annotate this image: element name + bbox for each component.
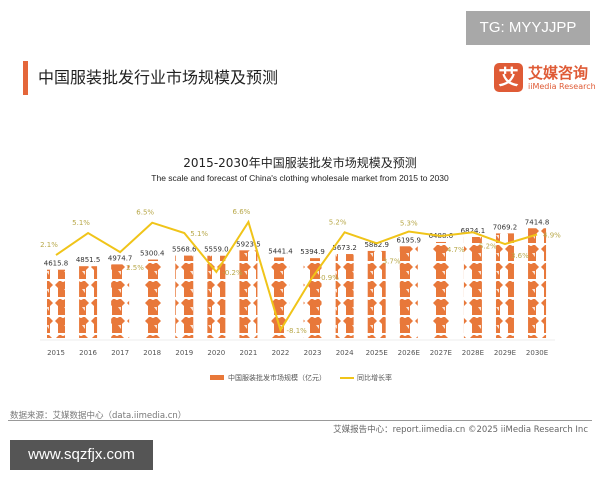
growth-label: 6.5%: [136, 209, 154, 217]
x-tick-label: 2017: [111, 349, 129, 357]
bar-value-label: 6824.1: [461, 227, 486, 235]
growth-label: 5.3%: [400, 220, 418, 228]
bar: [495, 233, 514, 338]
x-tick-label: 2023: [304, 349, 322, 357]
watermark-top: TG: MYYJJPP: [466, 11, 590, 45]
growth-line: [55, 219, 538, 333]
bar-value-label: 4615.8: [44, 260, 69, 268]
growth-label: 4.9%: [543, 231, 561, 239]
bar: [239, 250, 258, 338]
bar-value-label: 7069.2: [493, 223, 518, 231]
x-tick-label: 2027E: [430, 349, 452, 357]
bar: [175, 255, 194, 338]
bar: [528, 228, 547, 338]
growth-label: -0.2%: [222, 269, 243, 277]
growth-label: 6.6%: [233, 208, 251, 216]
bar: [463, 237, 482, 338]
legend-line-label: 同比增长率: [357, 373, 392, 382]
bar: [335, 254, 354, 338]
bar-value-label: 5300.4: [140, 250, 165, 258]
bar: [47, 269, 65, 338]
x-tick-label: 2024: [336, 349, 354, 357]
x-tick-label: 2026E: [398, 349, 420, 357]
growth-label: 5.1%: [72, 219, 90, 227]
growth-label: -8.1%: [286, 327, 307, 335]
bar-value-label: 5673.2: [332, 244, 357, 252]
logo-mark: 艾: [494, 63, 523, 92]
growth-label: 2.1%: [40, 241, 58, 249]
x-tick-label: 2028E: [462, 349, 484, 357]
logo-en: iiMedia Research: [528, 82, 596, 91]
legend-bar-label: 中国服装批发市场规模（亿元）: [228, 373, 326, 382]
x-tick-label: 2029E: [494, 349, 516, 357]
chart: 4615.8 4851.5 4974.7 5300.4 5568.6 5559.0 5923…: [40, 208, 561, 382]
divider: [8, 420, 592, 421]
bar-value-label: 5882.9: [364, 241, 389, 249]
chart-subtitle: The scale and forecast of China's clothi…: [151, 173, 449, 183]
bar-value-label: 6195.9: [397, 236, 422, 244]
title-accent-bar: [23, 61, 28, 95]
bar: [303, 258, 322, 338]
bar: [79, 266, 98, 338]
bar: [367, 250, 386, 338]
growth-label: -0.9%: [319, 274, 340, 282]
bar: [431, 241, 450, 338]
bar: [111, 264, 130, 338]
growth-label: 3.7%: [383, 257, 401, 265]
logo-cn: 艾媒咨询: [528, 64, 589, 82]
watermark-bottom: www.sqzfjx.com: [10, 440, 153, 470]
x-tick-label: 2018: [143, 349, 161, 357]
bar: [207, 255, 226, 338]
x-tick-label: 2016: [79, 349, 97, 357]
bar-value-label: 5923.5: [236, 240, 261, 248]
x-tick-label: 2015: [47, 349, 65, 357]
data-source: 数据来源：艾媒数据中心（data.iimedia.cn）: [10, 411, 187, 421]
growth-label: 5.1%: [190, 230, 208, 238]
x-tick-label: 2019: [175, 349, 193, 357]
page-title: 中国服装批发行业市场规模及预测: [38, 68, 279, 87]
bar-value-label: 7414.8: [525, 218, 550, 226]
bar-value-label: 4851.5: [76, 256, 101, 264]
x-tick-label: 2020: [207, 349, 225, 357]
growth-label: 5.2%: [329, 218, 347, 226]
legend-bar-swatch: [210, 375, 224, 380]
chart-title: 2015-2030年中国服装批发市场规模及预测: [183, 156, 417, 170]
bar: [143, 259, 162, 338]
growth-label: 2.5%: [126, 264, 144, 272]
bar-value-label: 5559.0: [204, 246, 229, 254]
bar-value-label: 5441.4: [268, 247, 293, 255]
x-tick-label: 2022: [272, 349, 290, 357]
bar-value-label: 4974.7: [108, 254, 133, 262]
growth-label: 5.2%: [479, 242, 497, 250]
x-tick-label: 2025E: [366, 349, 388, 357]
x-tick-label: 2021: [240, 349, 258, 357]
bar: [399, 246, 418, 338]
bar-value-label: 5394.9: [300, 248, 325, 256]
x-tick-label: 2030E: [526, 349, 548, 357]
bar-value-label: 5568.6: [172, 246, 197, 254]
footer: 艾媒报告中心：report.iimedia.cn ©2025 iiMedia R…: [333, 425, 588, 435]
growth-label: 4.7%: [447, 246, 465, 254]
growth-label: 3.6%: [511, 252, 529, 260]
bar: [271, 257, 290, 338]
